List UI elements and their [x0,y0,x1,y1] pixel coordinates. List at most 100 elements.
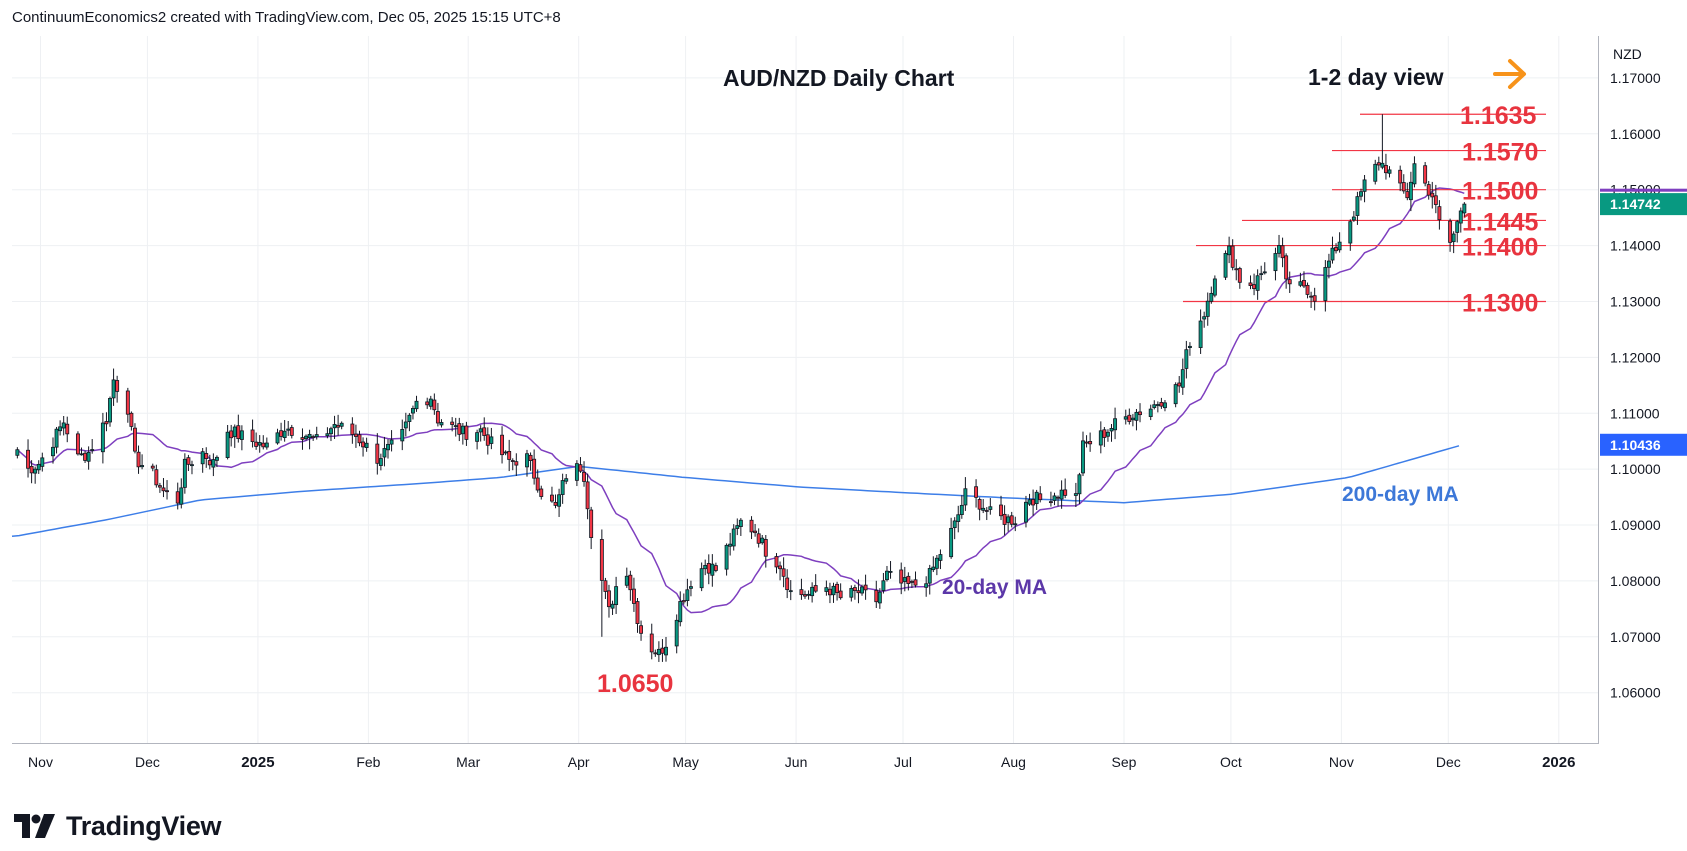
candle-down [781,557,786,588]
candle-down [432,393,437,415]
candle-up [810,582,815,603]
candle-up [849,585,854,602]
time-axis[interactable]: Nov Dec 2025 Feb Mar Apr May Jun Jul Aug Sep Oct Nov… [28,754,1575,771]
candle-down [161,478,166,498]
level-label: 1.1635 [1460,102,1537,130]
candle-up [949,517,954,559]
candle-up [988,498,993,515]
candle-down [1383,153,1388,180]
candle-up [1408,171,1413,212]
candle-down [425,397,430,409]
candle-down [713,562,718,573]
candle-down [154,464,159,488]
candle-up [831,582,836,603]
candle-down [660,639,665,662]
candle-down [250,419,255,448]
candle-up [51,437,55,464]
candle-down [482,417,487,441]
level-label: 1.1570 [1462,139,1538,167]
ma20-label: 20-day MA [942,576,1047,599]
candle-down [1312,287,1317,311]
candle-up [225,424,230,460]
candle-up [314,426,319,440]
candle-down [1426,180,1431,200]
candle-down [528,452,533,471]
candle-down [753,523,758,537]
y-tick-label: 1.14000 [1610,238,1661,254]
candle-up [1227,236,1232,264]
candle-down [1287,271,1292,293]
candle-up [1098,421,1103,454]
candle-up [407,413,412,432]
candle-down [361,437,366,457]
candle-up [79,447,84,456]
price-axis[interactable]: NZD 1.170001.160001.150001.140001.130001… [12,36,1687,744]
candle-up [453,417,458,437]
currency-label: NZD [1613,46,1642,62]
candle-down [835,581,840,601]
candle-down [1398,165,1403,192]
candle-down [1302,271,1306,289]
candle-up [108,396,112,427]
candle-down [1063,478,1068,499]
candle-down [756,528,761,548]
candle-down [336,414,341,436]
ma200-line [11,445,1460,537]
candle-up [963,477,968,511]
candle-up [86,446,91,470]
candle-down [799,578,804,600]
candle-up [275,428,280,445]
y-tick-label: 1.16000 [1610,126,1661,142]
current-price-badge [1600,193,1687,216]
candle-up [564,474,569,485]
candle-down [535,469,540,493]
candle-down [1177,376,1182,393]
candle-down [375,433,380,475]
y-tick-label: 1.13000 [1610,293,1661,309]
candle-down [1230,239,1235,271]
x-tick-label: Dec [135,754,160,770]
candle-down [1376,156,1381,171]
candle-up [656,641,661,662]
x-tick-label: 2025 [241,754,274,771]
candle-up [860,584,864,596]
candle-up [1148,404,1153,421]
candle-up [378,453,383,471]
candle-up [411,405,415,420]
candle-up [927,564,932,595]
candle-down [653,649,658,657]
candle-up [1184,340,1189,379]
candle-up [364,437,369,452]
candle-up [1373,159,1378,185]
candle-up [1298,272,1303,288]
candle-down [863,574,868,600]
candle-down [514,453,519,477]
candle-down [357,430,362,447]
tradingview-logo[interactable]: TradingView [14,810,222,842]
candle-up [61,416,66,436]
candle-up [307,429,312,450]
candle-up [624,567,629,588]
level-label: 1.1300 [1462,289,1538,317]
candle-up [1262,262,1267,275]
candle-down [1056,495,1060,507]
candle-down [999,495,1003,521]
ma200-line-group [11,445,1460,537]
y-tick-label: 1.17000 [1610,70,1661,86]
y-tick-label: 1.06000 [1610,685,1661,701]
y-tick-label: 1.09000 [1610,517,1661,533]
candle-up [1259,265,1264,281]
candle-down [706,554,711,585]
candle-up [179,478,184,509]
candle-up [182,453,187,494]
candle-up [389,430,394,452]
candle-down [639,620,644,641]
candle-up [282,420,287,442]
candle-down [1159,397,1164,409]
candle-down [125,387,130,423]
candle-up [33,466,38,484]
candles [15,114,1467,662]
candle-down [75,431,80,456]
candle-down [29,460,34,484]
